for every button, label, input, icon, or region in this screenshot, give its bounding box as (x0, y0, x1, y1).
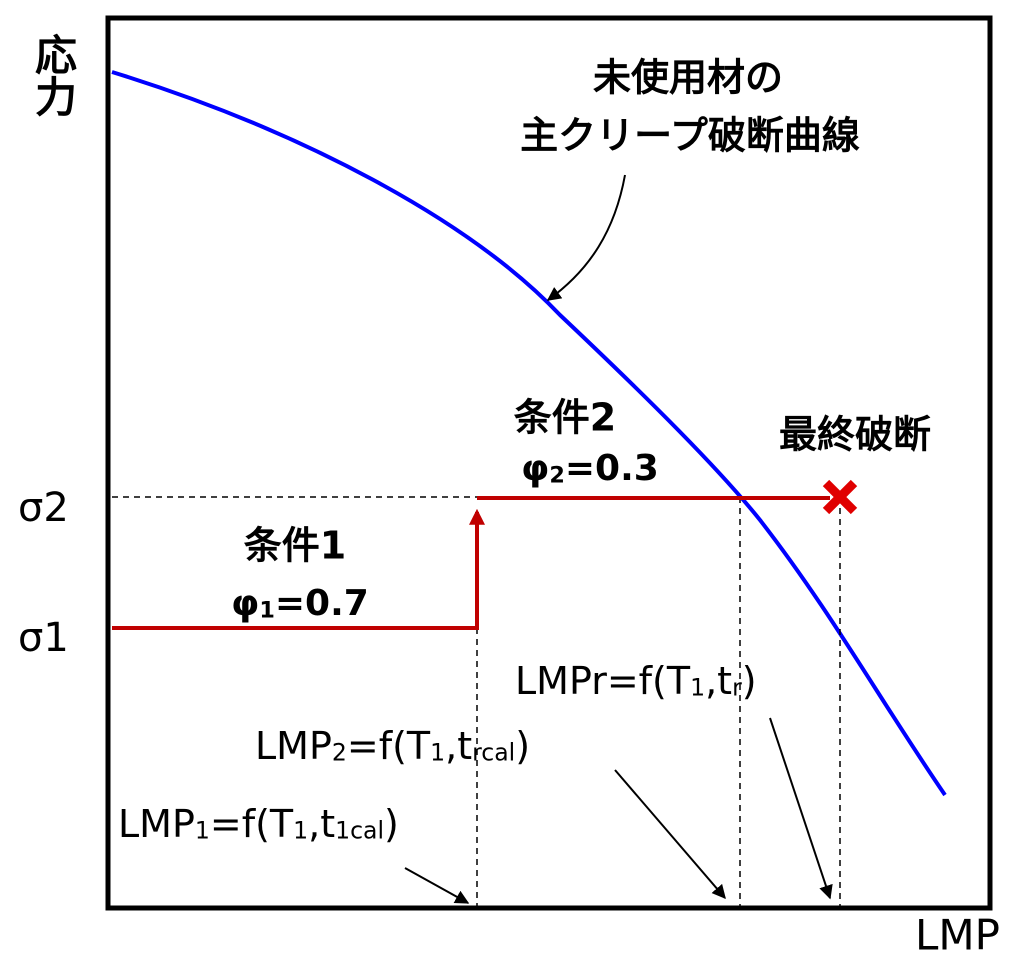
formula-part: ,t (308, 802, 335, 846)
formula: φ2=0.3 (521, 448, 659, 489)
formula-part: 1 (259, 597, 275, 623)
formula: LMP2=f(T1,trcal) (255, 724, 530, 768)
formula-part: 1 (690, 673, 705, 701)
formula-part: =0.7 (275, 583, 369, 624)
formula-part: =f(T (210, 802, 294, 846)
formula-part: r (732, 673, 742, 701)
formula-part: 1 (430, 738, 445, 766)
formula: LMPr=f(T1,tr) (515, 659, 757, 703)
final-rupture: 最終破断 (779, 413, 931, 457)
plot-frame (105, 15, 993, 911)
formula-part: ) (515, 724, 530, 768)
guides (112, 496, 841, 906)
formula-part: 1 (293, 816, 308, 844)
sigma-label: σ1 (18, 615, 69, 661)
formula-part: =f(T (347, 724, 431, 768)
formula-part: φ (521, 448, 549, 489)
curve-label: 未使用材の (593, 56, 783, 100)
formula-part: ,t (705, 659, 732, 703)
y-axis-label: 応力 (29, 33, 78, 117)
leaders (404, 174, 833, 904)
formula: LMP1=f(T1,t1cal) (118, 802, 399, 846)
formula-part: rcal (472, 738, 515, 766)
formula: φ1=0.7 (231, 583, 369, 624)
sigma-label: σ2 (18, 485, 69, 531)
rupture-mark (822, 479, 858, 515)
formula-part: 2 (549, 462, 565, 488)
formula-part: ) (384, 802, 399, 846)
curve-label: 主クリープ破断曲線 (520, 114, 860, 158)
load-history (112, 496, 830, 630)
formula-part: LMP (255, 724, 332, 768)
formula-part: φ (231, 583, 259, 624)
x-axis-label: LMP (915, 911, 1000, 960)
formula-part: 2 (332, 738, 347, 766)
condition-title: 条件2 (514, 396, 616, 440)
formula-part: ) (742, 659, 757, 703)
condition-title: 条件1 (244, 524, 346, 568)
formula-part: LMPr=f(T (515, 659, 691, 703)
rupture-curve (111, 70, 947, 797)
formula-part: 1 (195, 816, 210, 844)
formula-part: 1cal (335, 816, 384, 844)
formula-part: ,t (445, 724, 472, 768)
formula-part: =0.3 (565, 448, 659, 489)
formula-part: LMP (118, 802, 195, 846)
